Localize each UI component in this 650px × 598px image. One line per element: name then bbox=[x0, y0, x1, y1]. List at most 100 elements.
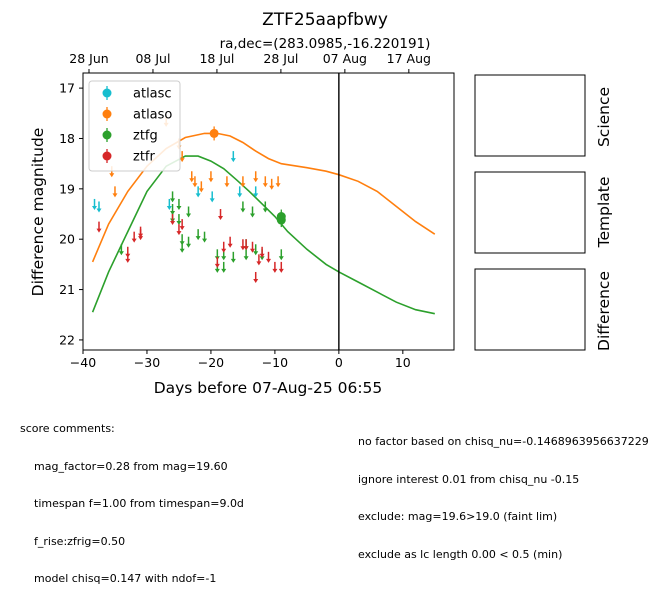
limit-arrow bbox=[198, 188, 204, 193]
limit-arrow bbox=[275, 183, 281, 188]
upper-limit-marker bbox=[262, 176, 268, 188]
limit-arrow bbox=[250, 248, 256, 253]
limit-arrow bbox=[170, 221, 176, 226]
limit-arrow bbox=[166, 205, 172, 210]
legend-label: atlaso bbox=[133, 108, 172, 123]
upper-limit-marker bbox=[230, 151, 236, 163]
upper-limit-marker bbox=[179, 151, 185, 163]
limit-arrow bbox=[125, 258, 131, 263]
comment-line: exclude: mag=19.6>19.0 (faint lim) bbox=[358, 510, 558, 523]
upper-limit-marker bbox=[198, 181, 204, 193]
limit-arrow bbox=[250, 213, 256, 218]
legend-marker bbox=[102, 88, 112, 98]
upper-limit-marker bbox=[192, 176, 198, 188]
limit-arrow bbox=[253, 193, 259, 198]
limit-arrow bbox=[138, 236, 144, 241]
limit-arrow bbox=[209, 198, 215, 203]
limit-arrow bbox=[240, 208, 246, 213]
score-comments-right: no factor based on chisq_nu=-0.146896395… bbox=[358, 411, 649, 574]
x-tick-label: −20 bbox=[198, 355, 224, 370]
score-comments-left: score comments: mag_factor=0.28 from mag… bbox=[20, 398, 244, 598]
upper-limit-marker bbox=[237, 186, 243, 198]
limit-arrow bbox=[195, 236, 201, 241]
limit-arrow bbox=[138, 233, 144, 238]
limit-arrow bbox=[186, 213, 192, 218]
legend-item-atlaso: atlaso bbox=[102, 107, 172, 123]
upper-limit-marker bbox=[253, 271, 259, 283]
x-tick-label: −40 bbox=[70, 355, 96, 370]
limit-arrow bbox=[221, 248, 227, 253]
limit-arrow bbox=[227, 243, 233, 248]
upper-limit-marker bbox=[230, 251, 236, 263]
upper-limit-marker bbox=[224, 176, 230, 188]
plot-frame bbox=[82, 72, 455, 351]
science-panel-label: Science bbox=[595, 87, 613, 147]
upper-limit-marker bbox=[221, 241, 227, 253]
difference-panel bbox=[474, 268, 586, 351]
x-tick-label: −10 bbox=[262, 355, 288, 370]
upper-limit-marker bbox=[243, 249, 249, 261]
upper-limit-marker bbox=[96, 201, 102, 213]
legend-item-ztfg: ztfg bbox=[102, 128, 158, 144]
upper-limit-marker bbox=[272, 261, 278, 273]
upper-limit-marker bbox=[253, 186, 259, 198]
upper-limit-marker bbox=[266, 251, 271, 263]
upper-limit-marker bbox=[195, 229, 201, 241]
comment-line: no factor based on chisq_nu=-0.146896395… bbox=[358, 435, 649, 448]
limit-arrow bbox=[230, 258, 236, 263]
limit-arrow bbox=[224, 183, 230, 188]
limit-arrow bbox=[262, 208, 268, 213]
upper-limit-marker bbox=[278, 249, 284, 261]
y-tick-label: 17 bbox=[59, 81, 75, 96]
upper-limit-marker bbox=[214, 256, 220, 268]
top-tick-label: 28 Jul bbox=[263, 51, 298, 66]
upper-limit-marker bbox=[250, 206, 256, 218]
limit-arrow bbox=[218, 216, 224, 221]
limit-arrow bbox=[214, 263, 220, 268]
legend-label: atlasc bbox=[133, 87, 172, 102]
comment-line: f_rise:zfrig=0.50 bbox=[34, 534, 126, 548]
upper-limit-marker bbox=[227, 236, 233, 248]
upper-limit-marker bbox=[166, 198, 172, 210]
legend-marker bbox=[102, 109, 112, 119]
upper-limit-marker bbox=[125, 251, 131, 263]
upper-limit-marker bbox=[131, 231, 137, 243]
limit-arrow bbox=[237, 193, 243, 198]
limit-arrow bbox=[269, 185, 275, 190]
y-tick-label: 21 bbox=[59, 282, 75, 297]
y-tick-label: 18 bbox=[59, 131, 75, 146]
limit-arrow bbox=[176, 231, 182, 236]
limit-arrow bbox=[221, 256, 227, 261]
upper-limit-marker bbox=[195, 186, 201, 198]
top-tick-label: 08 Jul bbox=[135, 51, 170, 66]
comment-line: ignore interest 0.01 from chisq_nu -0.15 bbox=[358, 472, 580, 486]
limit-arrow bbox=[109, 173, 115, 178]
upper-limit-marker bbox=[240, 201, 246, 213]
x-tick-label: 0 bbox=[335, 355, 343, 370]
upper-limit-marker bbox=[253, 244, 259, 256]
limit-arrow bbox=[179, 226, 185, 231]
legend-label: ztfr bbox=[133, 150, 155, 165]
limit-arrow bbox=[278, 256, 284, 261]
figure: ZTF25aapfbwy ra,dec=(283.0985,-16.220191… bbox=[29, 10, 613, 397]
limit-arrow bbox=[253, 278, 259, 283]
chart-subtitle: ra,dec=(283.0985,-16.220191) bbox=[220, 36, 431, 52]
upper-limit-marker bbox=[186, 236, 192, 248]
top-tick-label: 28 Jun bbox=[69, 51, 108, 66]
upper-limit-marker bbox=[256, 254, 262, 266]
limit-arrow bbox=[253, 178, 259, 183]
legend: atlasc atlaso ztfg ztfr bbox=[88, 80, 181, 172]
upper-limit-marker bbox=[202, 231, 208, 243]
upper-limit-marker bbox=[112, 186, 118, 198]
x-tick-label: 10 bbox=[395, 355, 411, 370]
x-axis-label: Days before 07-Aug-25 06:55 bbox=[154, 379, 383, 397]
template-panel bbox=[474, 171, 586, 254]
limit-arrow bbox=[96, 208, 102, 213]
limit-arrow bbox=[240, 183, 246, 188]
image-panels: Science Template Difference bbox=[474, 74, 613, 351]
upper-limit-marker bbox=[218, 209, 224, 221]
limit-arrow bbox=[214, 268, 220, 273]
model-curve bbox=[91, 155, 435, 315]
limit-arrow bbox=[256, 261, 262, 266]
difference-panel-label: Difference bbox=[595, 271, 613, 351]
